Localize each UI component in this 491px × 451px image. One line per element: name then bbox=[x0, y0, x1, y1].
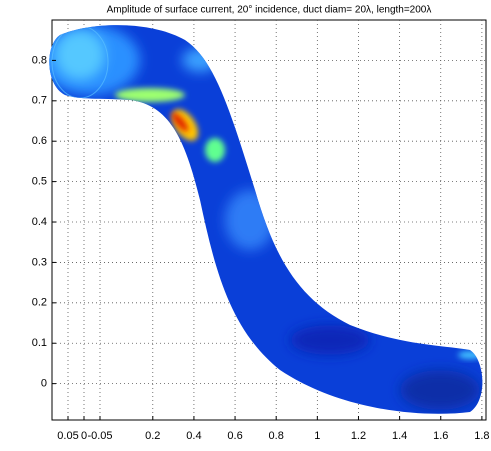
z-tick-label: 0 bbox=[81, 430, 87, 442]
x-tick-label: 1.4 bbox=[392, 430, 407, 442]
y-tick-label: 0.5 bbox=[32, 176, 47, 188]
z-tick-label: 0.05 bbox=[57, 430, 78, 442]
x-tick-label: 1.8 bbox=[474, 430, 489, 442]
y-tick-label: 0.3 bbox=[32, 256, 47, 268]
x-tick-label: 0.6 bbox=[227, 430, 242, 442]
x-tick-label: 1 bbox=[314, 430, 320, 442]
y-tick-label: 0.7 bbox=[32, 95, 47, 107]
x-tick-label: 1.2 bbox=[351, 430, 366, 442]
y-tick-label: 0.1 bbox=[32, 337, 47, 349]
y-tick-label: 0.2 bbox=[32, 297, 47, 309]
x-tick-label: 0.8 bbox=[269, 430, 284, 442]
x-tick-label: 0.2 bbox=[145, 430, 160, 442]
x-tick-label: 0.4 bbox=[186, 430, 201, 442]
x-tick-label: 1.6 bbox=[433, 430, 448, 442]
z-tick-label: -0.05 bbox=[87, 430, 112, 442]
chart-title: Amplitude of surface current, 20° incide… bbox=[107, 5, 432, 16]
y-tick-label: 0.4 bbox=[32, 216, 47, 228]
y-tick-label: 0.8 bbox=[32, 54, 47, 66]
y-tick-label: 0.6 bbox=[32, 135, 47, 147]
y-tick-label: 0 bbox=[41, 378, 47, 390]
